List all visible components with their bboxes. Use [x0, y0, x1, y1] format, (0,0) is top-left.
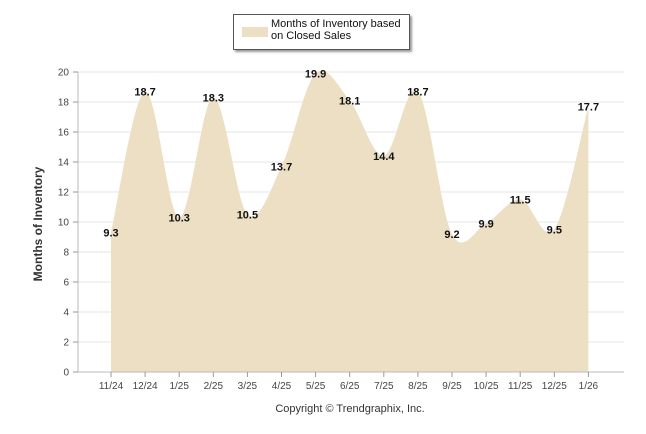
data-label: 10.5	[237, 210, 258, 222]
x-tick-label: 1/25	[169, 381, 189, 392]
y-tick-label: 6	[63, 278, 69, 289]
x-tick-label: 10/25	[474, 381, 499, 392]
legend-label: Months of Inventory based on Closed Sale…	[271, 18, 411, 42]
data-labels: 9.3 18.7 10.3 18.3 10.5 13.7 19.9 18.1 14.4 18.7 9…	[103, 69, 599, 242]
data-label: 11.5	[510, 195, 531, 207]
y-tick-label: 18	[58, 98, 70, 109]
x-tick-label: 9/25	[442, 381, 462, 392]
x-tick-label: 11/24	[99, 381, 124, 392]
data-label: 18.7	[407, 87, 428, 99]
y-tick-label: 10	[58, 218, 70, 229]
data-label: 10.3	[168, 213, 189, 225]
x-tick-label: 6/25	[340, 381, 360, 392]
x-tick-label: 5/25	[306, 381, 326, 392]
y-tick-label: 8	[63, 248, 69, 259]
legend: Months of Inventory based on Closed Sale…	[233, 14, 410, 50]
y-tick-label: 4	[63, 308, 69, 319]
y-tick-label: 12	[58, 188, 70, 199]
x-tick-label: 2/25	[204, 381, 224, 392]
copyright-text: Copyright © Trendgraphix, Inc.	[275, 403, 425, 415]
x-tick-label: 12/24	[133, 381, 158, 392]
x-tick-label: 4/25	[272, 381, 292, 392]
y-axis-label: Months of Inventory	[31, 166, 45, 281]
y-tick-label: 14	[58, 158, 70, 169]
data-label: 18.1	[339, 96, 360, 108]
y-tick-label: 16	[58, 128, 70, 139]
y-tick-label: 20	[58, 68, 70, 79]
x-tick-label: 3/25	[238, 381, 258, 392]
data-label: 18.7	[134, 87, 155, 99]
x-tick-label: 8/25	[408, 381, 428, 392]
data-label: 13.7	[271, 162, 292, 174]
legend-swatch	[242, 27, 268, 37]
x-tick-label: 11/25	[508, 381, 533, 392]
x-tick-label: 1/26	[579, 381, 599, 392]
y-axis-ticks: 0 2 4 6 8 10 12 14 16 18 20	[58, 68, 78, 379]
data-label: 18.3	[203, 93, 224, 105]
data-label: 9.3	[103, 228, 118, 240]
data-label: 9.2	[444, 229, 459, 241]
y-tick-label: 0	[63, 368, 69, 379]
x-axis-ticks: 11/24 12/24 1/25 2/25 3/25 4/25 5/25 6/25 7/25 8/…	[99, 372, 599, 392]
x-tick-label: 7/25	[374, 381, 394, 392]
data-label: 19.9	[305, 69, 326, 81]
data-label: 14.4	[373, 151, 395, 163]
legend-label-line-2: on Closed Sales	[271, 30, 352, 42]
data-label: 17.7	[578, 102, 599, 114]
legend-label-line-1: Months of Inventory based	[271, 18, 401, 30]
y-tick-label: 2	[63, 338, 69, 349]
data-label: 9.5	[547, 225, 562, 237]
data-label: 9.9	[478, 219, 493, 231]
x-tick-label: 12/25	[542, 381, 567, 392]
inventory-area	[111, 70, 589, 372]
